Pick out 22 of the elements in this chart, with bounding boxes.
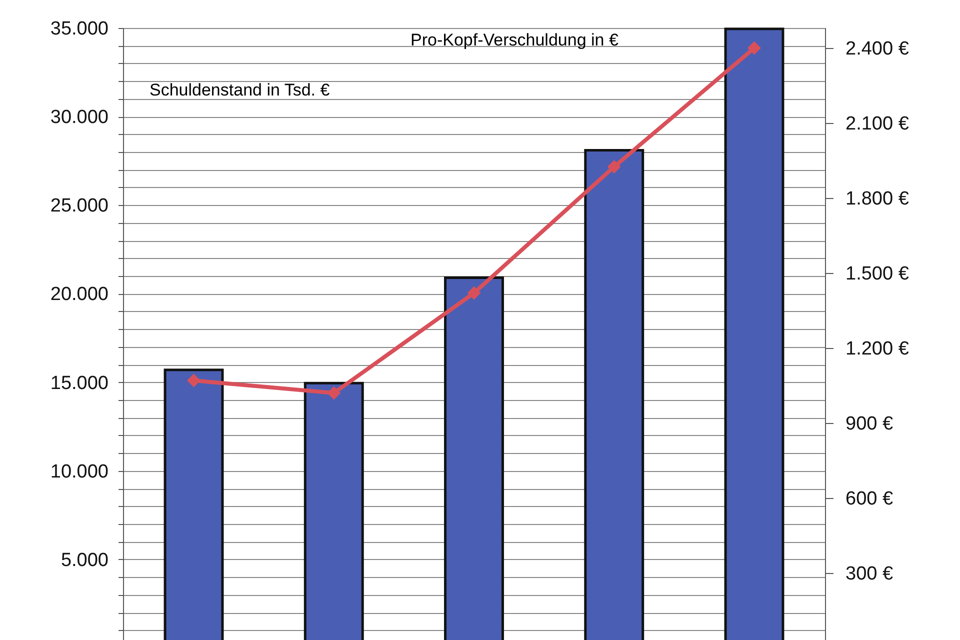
y2-tick-label: 600 € (846, 488, 894, 510)
y2-tick-label: 1.500 € (846, 264, 910, 284)
y2-axis-title: Pro-Kopf-Verschuldung in € (410, 30, 619, 50)
y2-tick-label: 1.200 € (846, 338, 910, 360)
y-axis-title: Schuldenstand in Tsd. € (150, 80, 330, 100)
y-tick-label: 15.000 (50, 372, 108, 394)
y-tick-label: 10.000 (50, 461, 108, 482)
y2-tick-label: 300 € (846, 564, 894, 584)
point (327, 386, 341, 400)
point (607, 160, 621, 174)
y-tick-label: 20.000 (50, 284, 108, 306)
y-tick-label: 30.000 (50, 107, 108, 128)
y2-tick-label: 1.800 € (846, 188, 910, 210)
y2-tick-label: 2.100 € (846, 114, 910, 134)
point (748, 41, 761, 55)
y2-tick-label: 2.400 € (846, 38, 910, 60)
point (187, 374, 200, 388)
point (467, 286, 481, 300)
y2-tick-label: 900 € (846, 414, 894, 434)
y-tick-label: 25.000 (50, 196, 108, 217)
y-tick-label: 35.000 (50, 18, 108, 40)
y-tick-label: 5.000 (60, 550, 108, 571)
